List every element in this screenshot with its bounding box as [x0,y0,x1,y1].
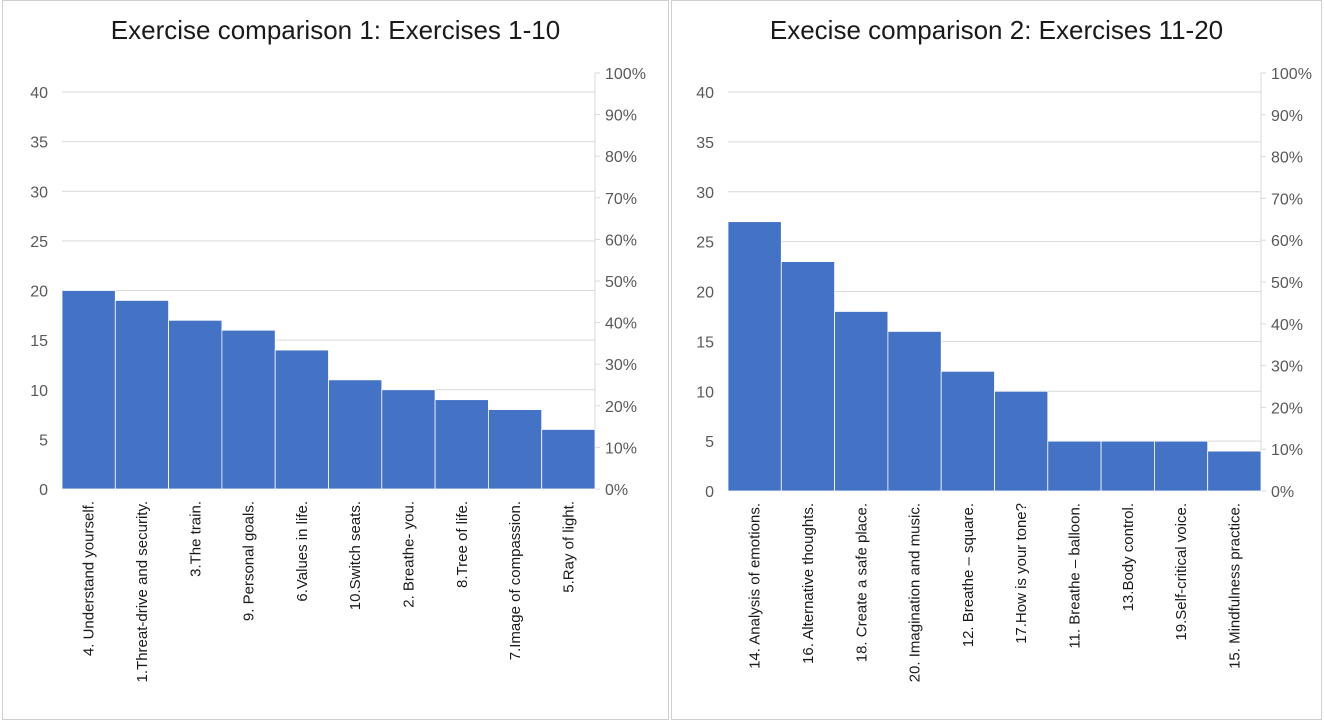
y2-tick-label: 40% [1271,317,1303,334]
y-tick-label: 15 [696,334,714,351]
y2-tick-label: 30% [605,357,637,374]
y-tick-label: 35 [696,135,714,152]
bar [727,221,782,492]
y2-tick-label: 30% [1271,359,1303,376]
y2-tick-label: 20% [605,399,637,416]
y2-tick-label: 20% [1271,400,1303,417]
category-label: 18. Create a safe place. [853,503,870,662]
y2-tick-label: 70% [605,191,637,208]
y2-tick-label: 10% [605,440,637,457]
bar [221,329,276,490]
category-label: 8.Tree of life. [454,501,471,588]
y2-tick-label: 10% [1271,442,1303,459]
bar [541,429,596,490]
chart-title: Exercise comparison 1: Exercises 1-10 [110,15,561,45]
y2-tick-label: 70% [1271,191,1303,208]
category-label: 16. Alternative thoughts. [800,503,817,664]
y2-tick-label: 100% [1271,66,1312,83]
bar [434,399,489,490]
y2-tick-label: 40% [605,316,637,333]
bar [1207,450,1262,492]
category-label: 2. Breathe- you. [400,501,417,608]
chart-panel-2: Execise comparison 2: Exercises 11-20 0 5… [671,0,1322,720]
y2-tick-label: 80% [605,149,637,166]
y2-tick-label: 0% [605,482,628,499]
category-label: 15. Mindfulness practice. [1226,503,1243,669]
category-label: 20. Imagination and music. [907,503,924,682]
category-label: 9. Personal goals. [241,501,258,621]
bar [780,261,836,492]
y2-tick-label: 90% [1271,108,1303,125]
y-tick-label: 20 [696,285,714,302]
y-tick-label: 40 [30,85,48,102]
bar [994,390,1049,492]
y-tick-label: 25 [696,235,714,252]
y2-tick-label: 50% [605,274,637,291]
bar [61,290,116,490]
category-label: 6.Values in life. [294,501,311,602]
category-label: 14. Analysis of emotions. [747,503,764,669]
category-label: 11. Breathe – balloon. [1066,503,1083,649]
y2-tick-label: 80% [1271,150,1303,167]
y-tick-label: 35 [30,135,48,152]
category-label: 19.Self-critical voice. [1173,503,1190,641]
y-tick-label: 0 [39,482,48,499]
chart-1: 0 5 10 15 20 25 30 35 40 0% 10% 20% 30% 40% 50% 60% 70% 8… [30,66,646,682]
y2-tick-label: 50% [1271,275,1303,292]
category-label: 3.The train. [187,501,204,577]
y2-tick-label: 0% [1271,484,1294,501]
y-tick-label: 5 [39,432,48,449]
y-tick-label: 20 [30,284,48,301]
bar [328,379,383,490]
bar [1100,440,1155,492]
y-tick-label: 0 [705,484,714,501]
bar [487,409,543,490]
bar [274,349,329,490]
category-label: 12. Breathe – square. [960,503,977,647]
bar [1153,440,1209,492]
y-tick-label: 40 [696,85,714,102]
bar [834,311,889,492]
y-tick-label: 30 [30,184,48,201]
category-label: 5.Ray of light. [560,501,577,593]
bar [114,300,170,490]
y-tick-label: 15 [30,333,48,350]
y2-tick-label: 100% [605,66,646,83]
chart-2: 0 5 10 15 20 25 30 35 40 0% 10% 20% 30% 40% 50% 60% 70% 8… [696,66,1312,682]
y-tick-label: 25 [30,234,48,251]
bar [940,370,995,492]
y2-tick-label: 60% [605,232,637,249]
category-label: 13.Body control. [1120,503,1137,611]
category-label: 17.How is your tone? [1013,503,1030,644]
y-tick-label: 5 [705,434,714,451]
y-tick-label: 10 [30,383,48,400]
y2-tick-label: 60% [1271,233,1303,250]
category-label: 1.Threat-drive and security. [134,501,151,682]
chart-panel-1: Exercise comparison 1: Exercises 1-10 0 5… [2,0,669,720]
bar [381,389,436,490]
y-tick-label: 10 [696,384,714,401]
category-label: 4. Understand yourself. [81,501,98,656]
category-label: 10.Switch seats. [347,501,364,610]
y2-tick-label: 90% [605,108,637,125]
y-tick-label: 30 [696,185,714,202]
bar [1047,440,1102,492]
bar [168,319,223,490]
bar [887,330,942,492]
chart-title: Execise comparison 2: Exercises 11-20 [769,15,1224,45]
category-label: 7.Image of compassion. [507,501,524,660]
